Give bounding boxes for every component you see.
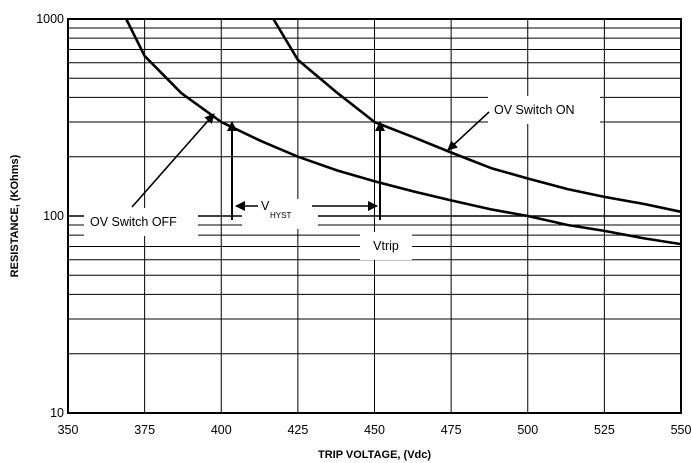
x-axis-title: TRIP VOLTAGE, (Vdc)	[318, 449, 431, 461]
y-tick-label: 1000	[36, 12, 64, 26]
series-layer	[125, 18, 682, 246]
label-box-hyst	[242, 199, 318, 229]
label-vtrip: Vtrip	[373, 239, 399, 253]
x-tick-label: 350	[58, 423, 79, 437]
x-tick-label: 375	[134, 423, 155, 437]
label-vhyst-subscript: HYST	[270, 211, 291, 220]
switch-off-arrow	[131, 113, 215, 208]
x-tick-label: 550	[671, 423, 691, 437]
series-line-switch-off	[125, 18, 682, 246]
label-switch-off: OV Switch OFF	[90, 215, 177, 229]
x-tick-label: 425	[287, 423, 308, 437]
label-box-on	[488, 96, 600, 124]
switch-on-arrow	[447, 111, 490, 151]
x-tick-label: 450	[364, 423, 385, 437]
y-tick-label: 10	[50, 406, 64, 420]
x-tick-label: 525	[594, 423, 615, 437]
y-tick-label: 100	[43, 209, 64, 223]
x-tick-label: 500	[517, 423, 538, 437]
tick-labels: 350 375 400 425 450 475 500 525 550 10 100 1000	[36, 12, 691, 437]
label-box-off	[84, 208, 198, 236]
label-switch-on: OV Switch ON	[494, 103, 575, 117]
label-box-vtrip	[360, 232, 412, 260]
x-tick-label: 475	[441, 423, 462, 437]
y-axis-title: RESISTANCE, (KOhms)	[9, 154, 21, 277]
label-vhyst: V	[261, 199, 270, 213]
plot-frame	[67, 18, 682, 414]
series-line-switch-on	[272, 18, 682, 214]
x-tick-label: 400	[211, 423, 232, 437]
